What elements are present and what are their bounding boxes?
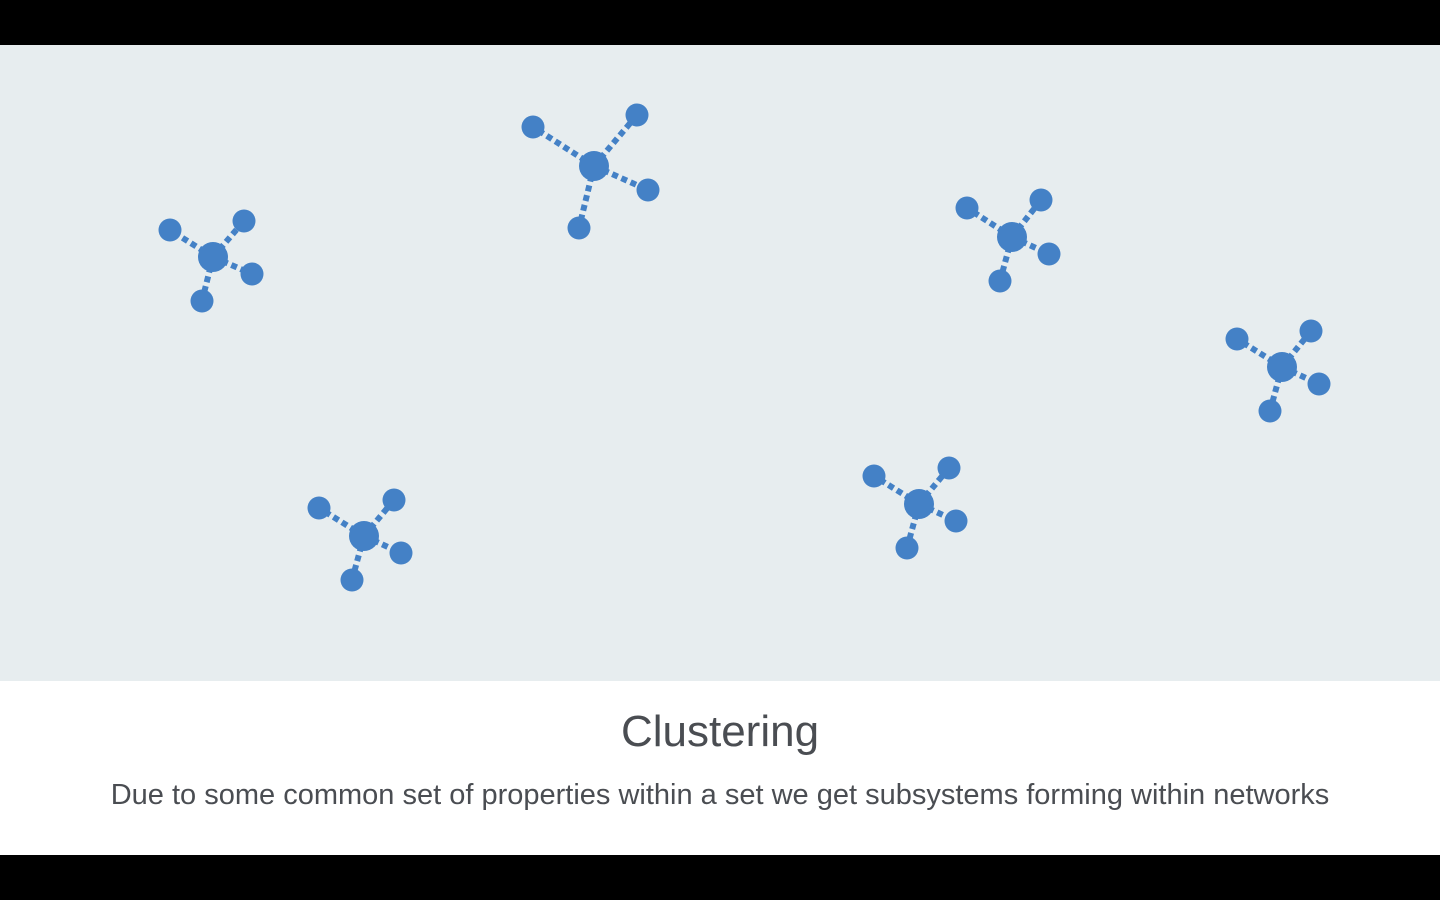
leaf-node (937, 456, 961, 480)
leaf-node (240, 262, 264, 286)
cluster-edge (199, 256, 216, 302)
cluster-edge (904, 503, 922, 549)
caption-area: Clustering Due to some common set of pro… (0, 681, 1440, 855)
leaf-node (1258, 399, 1282, 423)
hub-node (1267, 352, 1297, 382)
leaf-node (1037, 242, 1061, 266)
leaf-node (1029, 188, 1053, 212)
slide-subtitle: Due to some common set of properties wit… (110, 779, 1330, 811)
cluster-edge (916, 466, 952, 506)
cluster-edge (1267, 366, 1285, 412)
leaf-node (862, 464, 886, 488)
cluster-edge (1279, 329, 1314, 369)
leaf-node (988, 269, 1012, 293)
hub-node (904, 489, 934, 519)
leaf-node (955, 196, 979, 220)
leaf-node (1225, 327, 1249, 351)
leaf-node (307, 496, 331, 520)
hub-node (198, 242, 228, 272)
cluster-edge (997, 236, 1015, 282)
leaf-node (340, 568, 364, 592)
cluster-edge (361, 498, 397, 538)
leaf-node (1299, 319, 1323, 343)
cluster-3 (955, 188, 1061, 293)
cluster-edge (349, 535, 367, 581)
slide: Clustering Due to some common set of pro… (0, 45, 1440, 855)
leaf-node (158, 218, 182, 242)
leaf-node (521, 115, 545, 139)
leaf-node (232, 209, 256, 233)
cluster-5 (307, 488, 413, 592)
leaf-node (895, 536, 919, 560)
leaf-node (382, 488, 406, 512)
slide-title: Clustering (620, 707, 820, 756)
cluster-network-graphic (158, 103, 1331, 592)
leaf-node (944, 509, 968, 533)
cluster-4 (1225, 319, 1331, 423)
cluster-edge (1009, 198, 1044, 239)
cluster-2 (521, 103, 660, 240)
leaf-node (636, 178, 660, 202)
hub-node (579, 151, 609, 181)
hub-node (349, 521, 379, 551)
leaf-node (625, 103, 649, 127)
leaf-node (1307, 372, 1331, 396)
cluster-1 (158, 209, 264, 313)
hub-node (997, 222, 1027, 252)
cluster-edge (210, 219, 247, 259)
leaf-node (567, 216, 591, 240)
leaf-node (389, 541, 413, 565)
cluster-6 (862, 456, 968, 560)
cluster-diagram (0, 45, 1440, 681)
leaf-node (190, 289, 214, 313)
